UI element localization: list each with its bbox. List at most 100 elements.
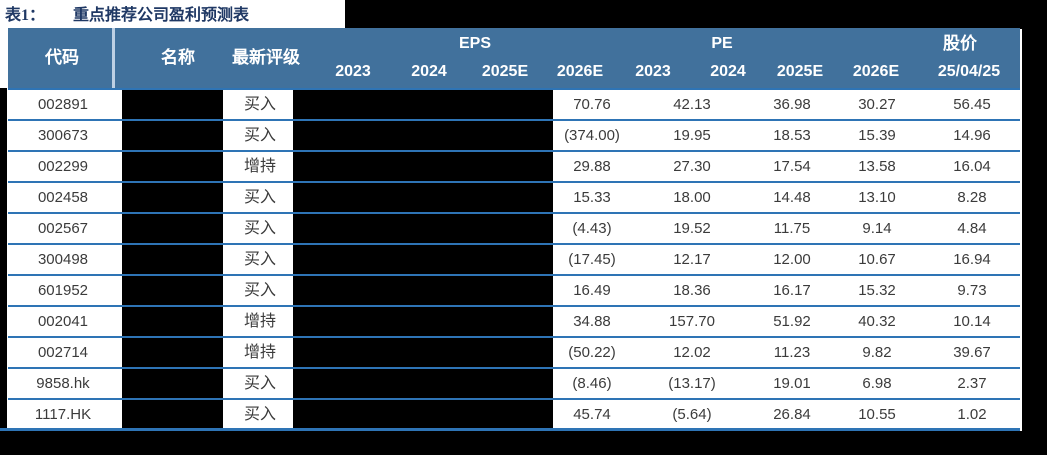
table-row: 002567 买入 (4.43) 19.52 11.75 9.14 4.84 <box>8 212 1020 243</box>
rating-value: 增持 <box>243 344 276 361</box>
header-eps-year-2023: 2023 <box>335 63 371 80</box>
redaction-name-box <box>122 152 223 181</box>
pe-2025e-value: 12.00 <box>773 251 811 268</box>
pe-2026e-value: 9.82 <box>862 344 892 361</box>
redaction-name-box <box>122 338 223 367</box>
table-row: 601952 买入 16.49 18.36 16.17 15.32 9.73 <box>8 274 1020 305</box>
price-value: 4.84 <box>957 220 987 237</box>
redaction-name-box <box>122 369 223 398</box>
table-row: 300498 买入 (17.45) 12.17 12.00 10.67 16.9… <box>8 243 1020 274</box>
header-pe-year-2024: 2024 <box>710 63 746 80</box>
header-rating: 最新评级 <box>232 48 300 67</box>
pe-2024-value: 19.95 <box>673 127 711 144</box>
stock-code: 002567 <box>37 220 89 237</box>
stock-code: 601952 <box>37 282 89 299</box>
rating-value: 增持 <box>243 313 276 330</box>
stock-code: 002299 <box>37 158 89 175</box>
pe-2026e-value: 13.58 <box>858 158 896 175</box>
table-row: 002299 增持 29.88 27.30 17.54 13.58 16.04 <box>8 150 1020 181</box>
pe-2025e-value: 11.75 <box>773 220 811 237</box>
pe-2026e-value: 40.32 <box>858 313 896 330</box>
redaction-eps-box <box>293 121 553 150</box>
redaction-eps-box <box>293 152 553 181</box>
header-name: 名称 <box>161 48 195 67</box>
price-value: 14.96 <box>953 127 991 144</box>
price-value: 16.04 <box>953 158 991 175</box>
stock-code: 002041 <box>37 313 89 330</box>
pe-2026e-value: 6.98 <box>862 375 892 392</box>
pe-2024-value: 19.52 <box>673 220 711 237</box>
redaction-eps-box <box>293 214 553 243</box>
pe-2025e-value: 11.23 <box>773 344 811 361</box>
pe-2026e-value: 30.27 <box>858 96 896 113</box>
price-value: 39.67 <box>953 344 991 361</box>
price-value: 56.45 <box>953 96 991 113</box>
header-price-date: 25/04/25 <box>937 63 1001 80</box>
redaction-eps-box <box>293 183 553 212</box>
table-title-label: 表1： <box>5 7 46 24</box>
pe-2025e-value: 16.17 <box>773 282 811 299</box>
rating-value: 买入 <box>243 406 276 423</box>
pe-2024-value: 18.36 <box>673 282 711 299</box>
redaction-eps-box <box>293 307 553 336</box>
stock-code: 300673 <box>37 127 89 144</box>
header-eps-year-2026e: 2026E <box>556 63 604 80</box>
stock-code: 300498 <box>37 251 89 268</box>
redaction-name-box <box>122 307 223 336</box>
pe-2023-value: (17.45) <box>568 251 616 268</box>
pe-2024-value: (13.17) <box>668 375 716 392</box>
pe-2026e-value: 9.14 <box>862 220 892 237</box>
redaction-eps-box <box>293 276 553 305</box>
pe-2023-value: (8.46) <box>572 375 612 392</box>
table-row: 300673 买入 (374.00) 19.95 18.53 15.39 14.… <box>8 119 1020 150</box>
header-eps-year-2024: 2024 <box>411 63 447 80</box>
stock-code: 002714 <box>37 344 89 361</box>
price-value: 16.94 <box>953 251 991 268</box>
rating-value: 买入 <box>243 251 276 268</box>
redaction-eps-box <box>293 245 553 274</box>
table-body: 002891 买入 70.76 42.13 36.98 30.27 56.45 … <box>8 88 1020 429</box>
header-pe-year-2026e: 2026E <box>852 63 900 80</box>
pe-2026e-value: 13.10 <box>858 189 896 206</box>
pe-2025e-value: 18.53 <box>773 127 811 144</box>
rating-value: 买入 <box>243 220 276 237</box>
pe-2024-value: 18.00 <box>673 189 711 206</box>
rating-value: 买入 <box>243 282 276 299</box>
header-pe-year-2023: 2023 <box>635 63 671 80</box>
redaction-eps-box <box>293 400 553 429</box>
table-header: 代码 名称 最新评级 EPS PE 股价 2023 2024 2025E 202… <box>8 28 1020 88</box>
redaction-right-strip <box>1022 0 1047 455</box>
table-row: 002891 买入 70.76 42.13 36.98 30.27 56.45 <box>8 88 1020 119</box>
rating-value: 买入 <box>243 189 276 206</box>
pe-2024-value: 27.30 <box>673 158 711 175</box>
redaction-left-strip <box>0 88 7 431</box>
pe-2023-value: 29.88 <box>573 158 611 175</box>
redaction-name-box <box>122 400 223 429</box>
price-value: 1.02 <box>957 406 987 423</box>
rating-value: 买入 <box>243 127 276 144</box>
redaction-name-box <box>122 90 223 119</box>
rating-value: 买入 <box>243 96 276 113</box>
redaction-name-box <box>122 276 223 305</box>
price-value: 2.37 <box>957 375 987 392</box>
pe-2023-value: 34.88 <box>573 313 611 330</box>
pe-2025e-value: 14.48 <box>773 189 811 206</box>
pe-2024-value: 12.17 <box>673 251 711 268</box>
redaction-eps-box <box>293 369 553 398</box>
price-value: 9.73 <box>957 282 987 299</box>
pe-2024-value: (5.64) <box>672 406 712 423</box>
pe-2024-value: 42.13 <box>673 96 711 113</box>
pe-2023-value: 45.74 <box>573 406 611 423</box>
pe-2023-value: (4.43) <box>572 220 612 237</box>
redaction-name-box <box>122 183 223 212</box>
redaction-eps-box <box>293 338 553 367</box>
header-divider <box>112 28 115 88</box>
pe-2023-value: (374.00) <box>564 127 620 144</box>
pe-2023-value: 70.76 <box>573 96 611 113</box>
redaction-name-box <box>122 121 223 150</box>
table-title-text: 重点推荐公司盈利预测表 <box>73 7 250 24</box>
stock-code: 002458 <box>37 189 89 206</box>
table-bottom-border <box>0 428 1020 431</box>
header-eps-group: EPS <box>458 35 491 52</box>
